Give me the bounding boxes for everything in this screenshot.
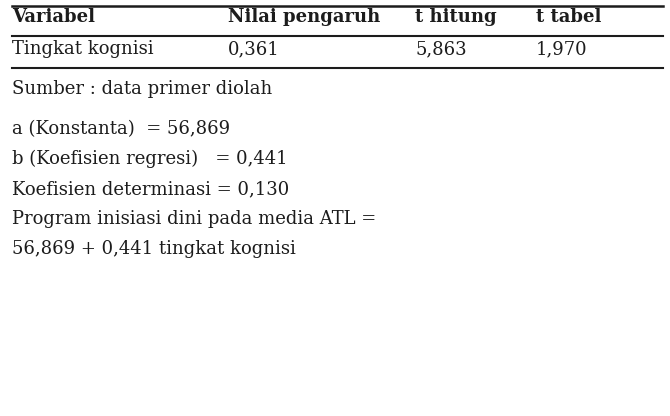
Text: b (Koefisien regresi)   = 0,441: b (Koefisien regresi) = 0,441 [12,150,287,168]
Text: Variabel: Variabel [12,8,95,26]
Text: a (Konstanta)  = 56,869: a (Konstanta) = 56,869 [12,120,230,138]
Text: Sumber : data primer diolah: Sumber : data primer diolah [12,80,272,98]
Text: 56,869 + 0,441 tingkat kognisi: 56,869 + 0,441 tingkat kognisi [12,240,296,258]
Text: Koefisien determinasi = 0,130: Koefisien determinasi = 0,130 [12,180,289,198]
Text: t tabel: t tabel [536,8,602,26]
Text: Tingkat kognisi: Tingkat kognisi [12,40,153,58]
Text: 5,863: 5,863 [415,40,467,58]
Text: Nilai pengaruh: Nilai pengaruh [228,8,380,26]
Text: t hitung: t hitung [415,8,497,26]
Text: 0,361: 0,361 [228,40,279,58]
Text: 1,970: 1,970 [536,40,588,58]
Text: Program inisiasi dini pada media ATL =: Program inisiasi dini pada media ATL = [12,210,377,228]
